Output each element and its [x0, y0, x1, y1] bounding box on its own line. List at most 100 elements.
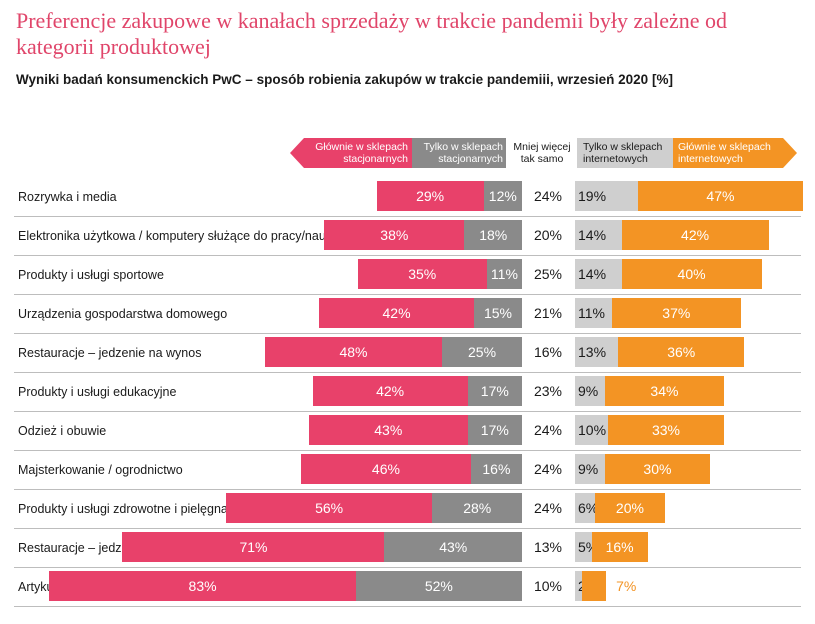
- only-online-value: 11%: [578, 305, 605, 321]
- about-same-value: 25%: [533, 266, 563, 282]
- bar-only-online: [575, 532, 592, 562]
- bar-mainly-stationary: 42%: [312, 376, 468, 406]
- category-label: Produkty i usługi sportowe: [18, 268, 164, 282]
- table-row: Produkty i usługi zdrowotne i pielęgnacy…: [0, 490, 815, 529]
- table-row: Restauracje – jedzenie na miejscu 43% 71% 1…: [0, 529, 815, 568]
- category-label: Elektronika użytkowa / komputery służące…: [18, 229, 335, 243]
- legend-mainly-stationary: Głównie w sklepach stacjonarnych: [290, 138, 412, 168]
- bar-mainly-stationary: 42%: [319, 298, 475, 328]
- bar-mainly-online: [621, 259, 762, 289]
- category-label: Odzież i obuwie: [18, 424, 107, 438]
- row-divider: [14, 450, 801, 451]
- legend-only-online: Tylko w sklepach internetowych: [577, 138, 673, 168]
- bar-only-online: [575, 493, 595, 523]
- bar-mainly-online: [611, 298, 742, 328]
- mainly-online-value: 20%: [615, 500, 644, 516]
- bar-mainly-stationary: 43%: [308, 415, 468, 445]
- category-label: Majsterkowanie / ogrodnictwo: [18, 463, 183, 477]
- bar-only-stationary: 11%: [486, 259, 522, 289]
- bar-only-stationary: 12%: [483, 181, 522, 211]
- bar-mainly-stationary: 29%: [376, 181, 484, 211]
- about-same-value: 24%: [533, 461, 563, 477]
- category-label: Rozrywka i media: [18, 190, 117, 204]
- bar-mainly-online: [591, 532, 648, 562]
- bar-mainly-online: [608, 415, 724, 445]
- mainly-online-value: 42%: [681, 227, 710, 243]
- bar-only-stationary: 15%: [474, 298, 522, 328]
- mainly-online-value: 47%: [706, 188, 735, 204]
- about-same-value: 23%: [533, 383, 563, 399]
- category-label: Produkty i usługi zdrowotne i pielęgnacy…: [18, 502, 258, 516]
- bar-only-online: [575, 571, 582, 601]
- bar-mainly-online: [604, 454, 710, 484]
- table-row: Rozrywka i media 12% 29% 24% 19% 47%: [0, 178, 815, 217]
- table-row: Odzież i obuwie 17% 43% 24% 10% 33%: [0, 412, 815, 451]
- table-row: Produkty i usługi sportowe 11% 35% 25% 14% 40…: [0, 256, 815, 295]
- table-row: Produkty i usługi edukacyjne 17% 42% 23% 9% 3…: [0, 373, 815, 412]
- bar-mainly-stationary: 38%: [324, 220, 465, 250]
- row-divider: [14, 255, 801, 256]
- mainly-online-value: 7%: [616, 578, 637, 594]
- bar-only-stationary: 25%: [442, 337, 522, 367]
- category-label: Produkty i usługi edukacyjne: [18, 385, 177, 399]
- about-same-value: 10%: [533, 578, 563, 594]
- about-same-value: 24%: [533, 188, 563, 204]
- only-online-value: 9%: [578, 461, 599, 477]
- mainly-online-value: 40%: [677, 266, 706, 282]
- bar-mainly-online: [604, 376, 724, 406]
- mainly-online-value: 16%: [605, 539, 634, 555]
- bar-mainly-stationary: 48%: [264, 337, 443, 367]
- row-divider: [14, 528, 801, 529]
- about-same-value: 24%: [533, 500, 563, 516]
- page-title: Preferencje zakupowe w kanałach sprzedaż…: [16, 8, 727, 59]
- row-divider: [14, 372, 801, 373]
- bar-only-stationary: 28%: [432, 493, 522, 523]
- legend-mainly-online: Głównie w sklepach internetowych: [673, 138, 797, 168]
- mainly-online-value: 34%: [650, 383, 679, 399]
- legend-only-stationary: Tylko w sklepach stacjonarnych: [412, 138, 506, 168]
- bar-mainly-stationary: 71%: [122, 532, 385, 562]
- mainly-online-value: 33%: [651, 422, 681, 438]
- table-row: Restauracje – jedzenie na wynos 25% 48% 16%…: [0, 334, 815, 373]
- only-online-value: 14%: [578, 266, 607, 282]
- bar-mainly-stationary: 83%: [49, 571, 356, 601]
- row-divider: [14, 489, 801, 490]
- category-label: Restauracje – jedzenie na wynos: [18, 346, 202, 360]
- row-divider: [14, 606, 801, 607]
- only-online-value: 10%: [578, 422, 607, 438]
- bar-only-online: [575, 415, 609, 445]
- only-online-value: 19%: [578, 188, 607, 204]
- bar-only-stationary: 16%: [470, 454, 522, 484]
- bar-mainly-online: [594, 493, 665, 523]
- only-online-value: 13%: [578, 344, 607, 360]
- only-online-value: 6%: [578, 500, 599, 516]
- mainly-online-value: 30%: [643, 461, 672, 477]
- table-row: Majsterkowanie / ogrodnictwo 16% 46% 24% 9% 3…: [0, 451, 815, 490]
- about-same-value: 21%: [533, 305, 563, 321]
- table-row: Artykuły spożywcze52%83%10%2%7%: [0, 568, 815, 607]
- about-same-value: 24%: [533, 422, 563, 438]
- table-row: Elektronika użytkowa / komputery służące…: [0, 217, 815, 256]
- bar-mainly-stationary: 35%: [357, 259, 487, 289]
- bar-only-stationary: 43%: [384, 532, 522, 562]
- about-same-value: 16%: [533, 344, 563, 360]
- bar-only-online: [575, 376, 605, 406]
- bar-mainly-online: [618, 337, 745, 367]
- bar-only-online: [575, 259, 622, 289]
- bar-mainly-online: [621, 220, 769, 250]
- category-label: Urządzenia gospodarstwa domowego: [18, 307, 228, 321]
- bar-only-stationary: 17%: [467, 415, 522, 445]
- only-online-value: 9%: [578, 383, 599, 399]
- bar-only-stationary: 52%: [355, 571, 522, 601]
- bar-only-online: [575, 454, 605, 484]
- table-row: Urządzenia gospodarstwa domowego 15% 42% 21…: [0, 295, 815, 334]
- bar-mainly-stationary: 56%: [225, 493, 433, 523]
- row-divider: [14, 333, 801, 334]
- about-same-value: 13%: [533, 539, 563, 555]
- only-online-value: 14%: [578, 227, 607, 243]
- mainly-online-value: 37%: [662, 305, 691, 321]
- row-divider: [14, 294, 801, 295]
- chart-subtitle: Wyniki badań konsumenckich PwC – sposób …: [16, 72, 673, 87]
- bar-only-online: [575, 298, 612, 328]
- bar-only-online: [575, 337, 619, 367]
